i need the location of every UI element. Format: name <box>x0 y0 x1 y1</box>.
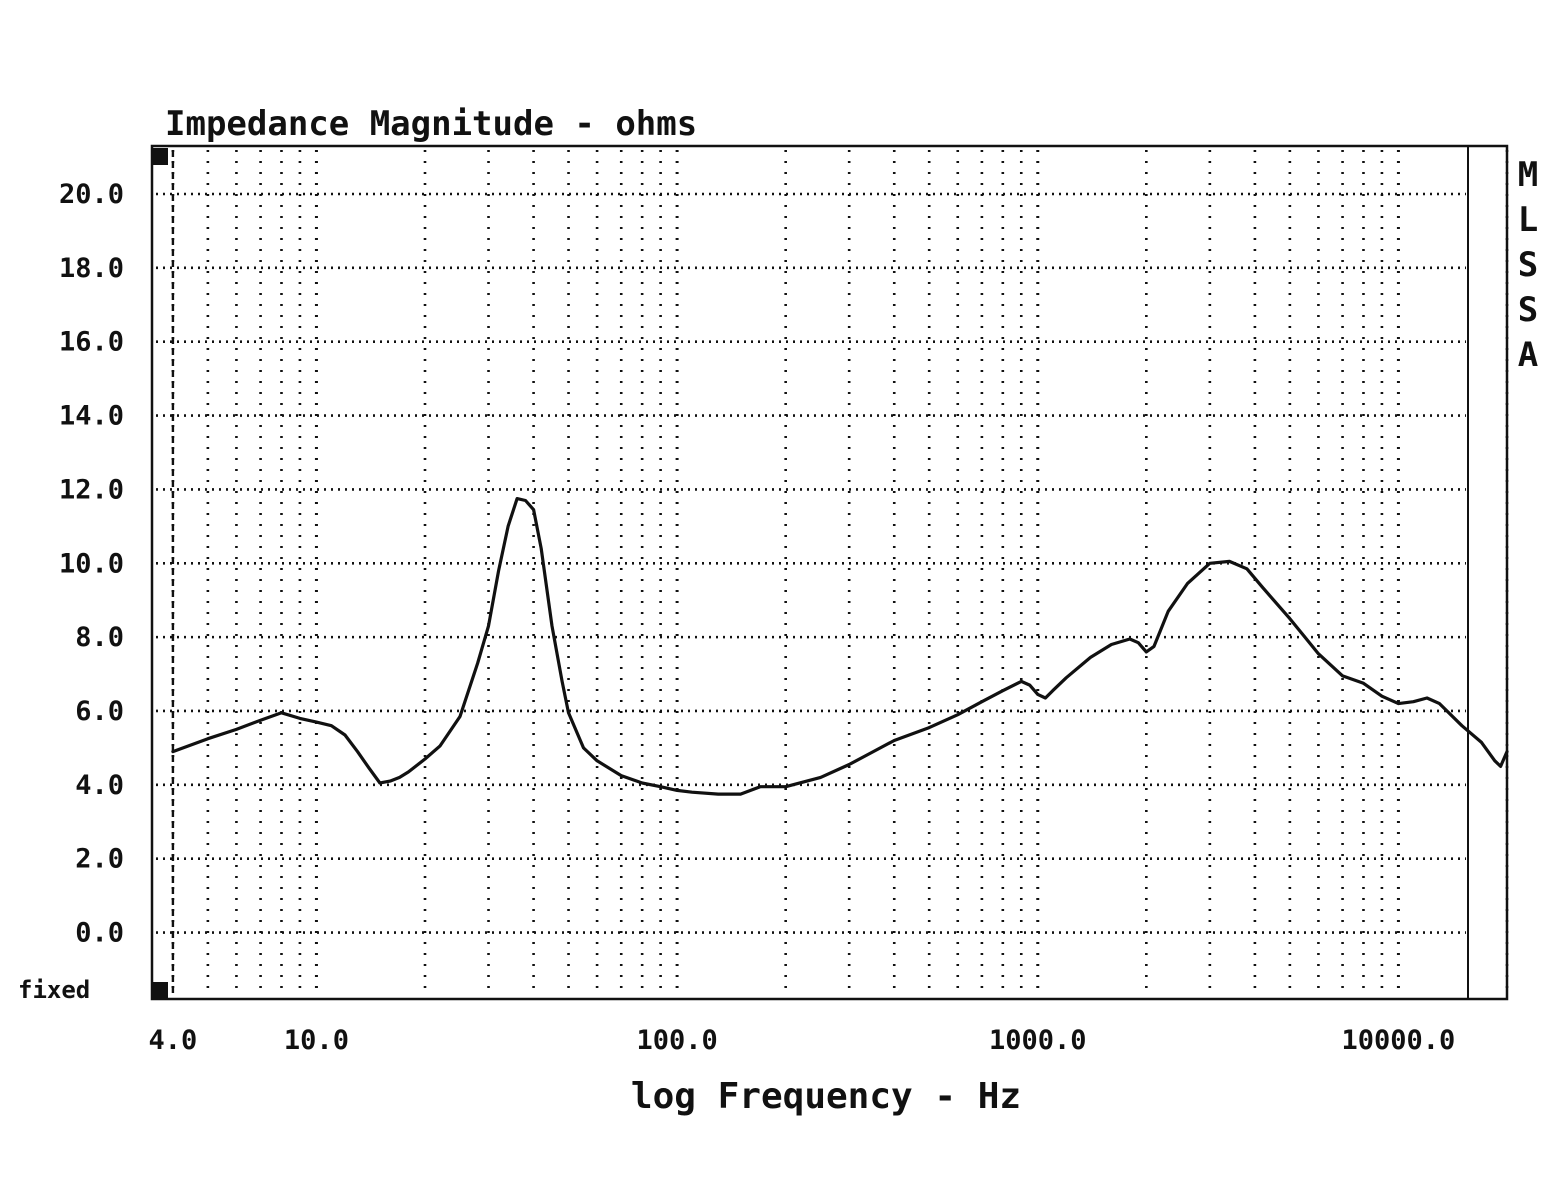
impedance-series-line <box>171 497 1509 796</box>
y-tick-label: 20.0 <box>59 179 124 210</box>
vertical-grid <box>171 150 1509 995</box>
y-tick-label: 6.0 <box>75 696 124 727</box>
side-label-letter: L <box>1518 200 1538 240</box>
x-tick-label: 10000.0 <box>1342 1025 1456 1056</box>
y-tick-label: 8.0 <box>75 622 124 653</box>
y-tick-label: 2.0 <box>75 844 124 875</box>
x-axis-title: log Frequency - Hz <box>631 1076 1021 1117</box>
top-left-marker <box>153 148 168 165</box>
bottom-left-marker <box>153 982 168 999</box>
y-tick-label: 12.0 <box>59 474 124 505</box>
y-axis-labels: 20.0 18.0 16.0 14.0 12.0 10.0 8.0 6.0 4.0 2.0 0.0 <box>59 179 124 949</box>
x-tick-label: 1000.0 <box>989 1025 1087 1056</box>
side-label-letter: S <box>1518 245 1538 285</box>
side-label-letter: A <box>1518 335 1538 375</box>
x-tick-label: 100.0 <box>636 1025 717 1056</box>
y-bottom-label: fixed <box>18 976 90 1004</box>
horizontal-grid <box>156 192 1466 934</box>
x-axis-labels: 4.0 10.0 100.0 1000.0 10000.0 <box>149 1025 1456 1056</box>
plot-frame <box>150 144 1509 1001</box>
x-tick-label: 10.0 <box>284 1025 349 1056</box>
chart-title: Impedance Magnitude - ohms <box>165 104 697 144</box>
side-label-letter: S <box>1518 290 1538 330</box>
y-tick-label: 4.0 <box>75 770 124 801</box>
y-tick-label: 0.0 <box>75 918 124 949</box>
y-tick-label: 14.0 <box>59 401 124 432</box>
y-tick-label: 18.0 <box>59 253 124 284</box>
side-label-letter: M <box>1518 155 1538 195</box>
y-tick-label: 10.0 <box>59 548 124 579</box>
y-tick-label: 16.0 <box>59 327 124 358</box>
x-tick-label: 4.0 <box>149 1025 198 1056</box>
